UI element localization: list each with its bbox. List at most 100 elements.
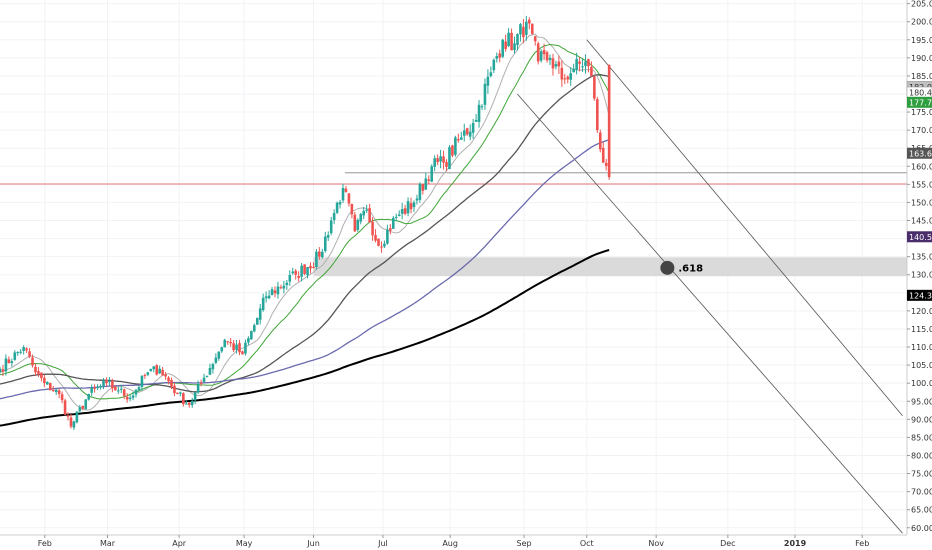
candle-body: [90, 387, 93, 393]
candle-body: [105, 380, 108, 384]
y-tick-label: 150.00: [911, 198, 932, 207]
y-tick-label: 195.00: [911, 36, 932, 45]
candle-body: [607, 65, 611, 178]
candle-body: [187, 402, 191, 405]
candle-body: [93, 387, 96, 389]
candle-body: [309, 265, 312, 269]
candle-body: [383, 243, 386, 247]
candle-body: [598, 132, 602, 150]
candle-body: [300, 265, 303, 277]
candle-body: [471, 122, 475, 133]
y-tick-label: 155.00: [911, 180, 932, 189]
price-badge-label: 180.40: [909, 89, 932, 98]
y-tick-label: 90.00: [911, 415, 932, 424]
candle-body: [344, 188, 348, 192]
x-tick-label: Mar: [100, 539, 116, 548]
fib-marker-dot: [660, 260, 675, 275]
candle-body: [539, 51, 543, 61]
candle-body: [63, 400, 67, 415]
candle-body: [306, 267, 309, 276]
y-tick-label: 75.00: [911, 470, 932, 479]
horizontal-lines: [0, 172, 907, 185]
y-tick-label: 130.00: [911, 271, 932, 280]
candle-body: [483, 83, 487, 105]
candle-body: [0, 368, 2, 373]
candle-body: [217, 351, 221, 359]
candle-body: [122, 389, 126, 396]
channel-line: [586, 39, 903, 416]
candle-body: [513, 43, 516, 51]
candle-body: [374, 235, 377, 241]
candle-body: [516, 33, 519, 46]
candle-body: [51, 389, 55, 392]
x-tick-label: Jun: [306, 539, 320, 548]
candle-body: [247, 338, 250, 343]
ma-10-line: [0, 33, 610, 411]
candle-body: [235, 344, 238, 350]
candle-body: [406, 201, 410, 214]
candle-body: [371, 221, 374, 236]
candle-body: [125, 396, 129, 400]
candle-body: [403, 208, 407, 214]
price-badge: [907, 147, 932, 159]
candle-body: [28, 351, 31, 357]
candle-body: [596, 99, 599, 131]
x-tick-label: Feb: [855, 539, 869, 548]
candle-body: [318, 251, 321, 257]
candle-body: [270, 289, 274, 296]
candle-body: [418, 183, 422, 200]
candle-body: [323, 236, 327, 251]
candle-body: [459, 137, 463, 140]
candle-body: [285, 282, 289, 286]
candle-body: [19, 351, 22, 353]
candle-body: [501, 39, 504, 57]
candle-body: [205, 376, 209, 378]
candle-body: [241, 351, 244, 355]
candle-body: [276, 286, 280, 295]
candle-body: [226, 341, 229, 343]
x-tick-label: Feb: [38, 539, 52, 548]
y-tick-label: 60.00: [911, 524, 932, 533]
candle-body: [10, 361, 14, 364]
y-tick-label: 120.00: [911, 307, 932, 316]
candle-body: [4, 358, 8, 372]
candle-body: [211, 363, 215, 370]
candle-body: [510, 32, 513, 51]
candle-body: [72, 421, 76, 428]
candle-body: [294, 270, 298, 275]
y-tick-label: 175.00: [911, 108, 932, 117]
candle-body: [167, 377, 170, 382]
candle-body: [321, 251, 324, 258]
y-tick-label: 205.00: [911, 0, 932, 9]
candle-body: [250, 330, 253, 340]
candle-body: [40, 372, 43, 379]
candle-body: [102, 380, 105, 386]
candle-body: [282, 285, 286, 289]
candle-body: [1, 369, 5, 372]
candle-body: [522, 26, 525, 38]
candle-body: [196, 384, 200, 393]
candle-body: [34, 366, 37, 373]
candle-body: [193, 392, 197, 401]
candle-body: [386, 229, 389, 244]
candle-body: [161, 369, 164, 376]
x-axis[interactable]: Feb Mar Apr May Jun Jul Aug Sep Oct Nov Dec 2019 Feb: [0, 534, 907, 548]
candle-body: [75, 411, 79, 423]
candle-body: [48, 383, 52, 391]
candle-body: [362, 210, 366, 216]
candle-body: [421, 184, 425, 191]
candle-body: [119, 388, 123, 390]
candle-body: [604, 162, 608, 167]
candle-body: [315, 251, 318, 268]
candle-body: [60, 394, 64, 401]
candle-body: [152, 366, 156, 370]
price-badges: 182.00180.40177.70163.60140.50124.30: [906, 81, 932, 301]
candle-body: [347, 193, 351, 204]
candle-body: [16, 352, 20, 354]
candle-body: [575, 59, 578, 70]
x-tick-label: May: [236, 539, 253, 548]
candle-body: [202, 377, 206, 382]
candle-body: [486, 76, 490, 86]
candle-body: [377, 238, 380, 246]
